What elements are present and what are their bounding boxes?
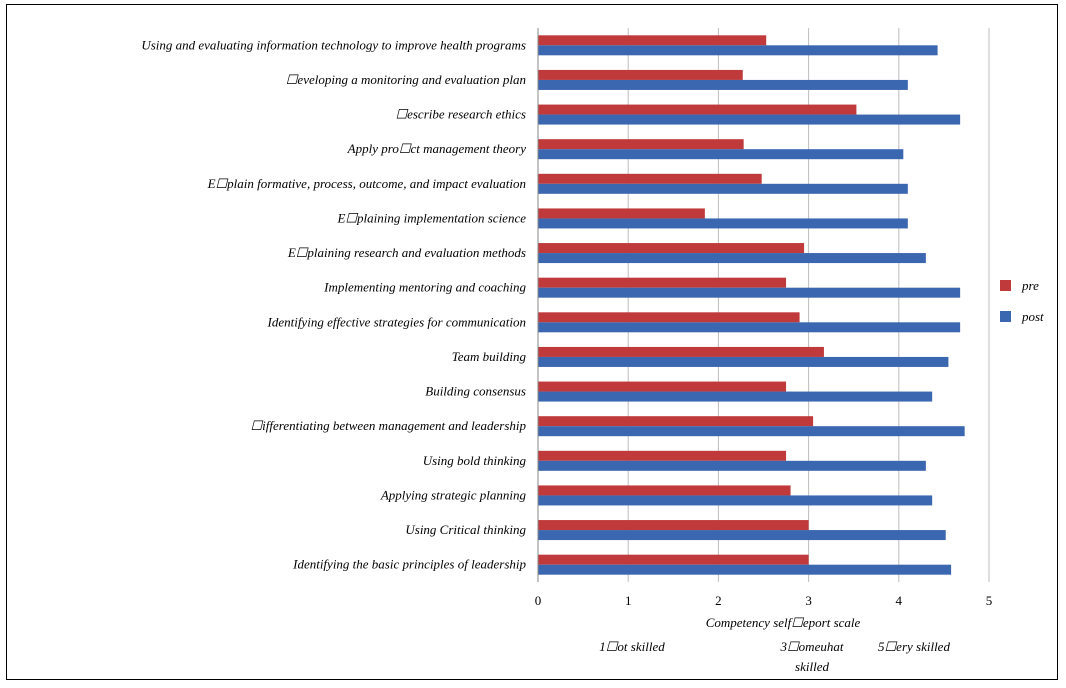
bar-post: [538, 253, 926, 264]
legend-label-pre: pre: [1021, 278, 1039, 293]
category-label: ☐ifferentiating between management and l…: [251, 418, 527, 433]
bar-pre: [538, 277, 787, 288]
bar-pre: [538, 381, 787, 392]
bar-post: [538, 460, 926, 471]
bar-post: [538, 356, 949, 367]
x-tick-label: 4: [896, 593, 903, 608]
category-label: Building consensus: [425, 384, 526, 399]
bar-post: [538, 287, 961, 298]
category-label: Identifying effective strategies for com…: [267, 314, 527, 329]
bar-pre: [538, 69, 743, 80]
scale-note-3b: skilled: [795, 659, 829, 674]
x-tick-label: 0: [535, 593, 542, 608]
x-tick-label: 3: [805, 593, 812, 608]
x-tick-label: 2: [715, 593, 722, 608]
bar-post: [538, 322, 961, 333]
bar-post: [538, 218, 908, 229]
bar-pre: [538, 416, 814, 427]
x-axis-title: Competency self☐eport scale: [706, 615, 861, 630]
bar-post: [538, 114, 961, 125]
category-label: Apply pro☐ct management theory: [347, 141, 527, 156]
bar-pre: [538, 312, 800, 323]
bars: [538, 35, 965, 575]
category-label: E☐plaining research and evaluation metho…: [287, 245, 526, 260]
category-label: ☐eveloping a monitoring and evaluation p…: [286, 72, 526, 87]
category-label: Team building: [452, 349, 527, 364]
bar-post: [538, 495, 933, 506]
legend-label-post: post: [1021, 309, 1044, 324]
bar-post: [538, 45, 938, 56]
category-label: Using Critical thinking: [405, 522, 526, 537]
bar-pre: [538, 208, 705, 219]
category-label: Using and evaluating information technol…: [141, 37, 526, 52]
category-label: Using bold thinking: [423, 453, 527, 468]
scale-note-3: 3☐omeuhat: [780, 639, 844, 654]
category-labels: Using and evaluating information technol…: [141, 37, 526, 571]
legend: pre post: [1000, 278, 1044, 324]
legend-swatch-pre: [1000, 280, 1011, 291]
scale-note-5: 5☐ery skilled: [878, 639, 950, 654]
bar-post: [538, 149, 904, 160]
bar-pre: [538, 104, 857, 115]
bar-pre: [538, 450, 787, 461]
bar-post: [538, 391, 933, 402]
category-label: Applying strategic planning: [380, 487, 527, 502]
bar-pre: [538, 173, 762, 184]
bar-post: [538, 530, 946, 541]
bar-pre: [538, 554, 809, 565]
bar-post: [538, 426, 965, 437]
category-label: Identifying the basic principles of lead…: [292, 557, 526, 572]
bar-post: [538, 79, 908, 90]
bar-pre: [538, 346, 824, 357]
bar-pre: [538, 35, 767, 46]
x-tick-label: 1: [625, 593, 632, 608]
category-label: E☐plain formative, process, outcome, and…: [207, 176, 526, 191]
x-tick-label: 5: [986, 593, 993, 608]
bar-pre: [538, 243, 805, 254]
bar-pre: [538, 520, 809, 531]
bar-pre: [538, 485, 791, 496]
category-label: E☐plaining implementation science: [336, 210, 526, 225]
legend-swatch-post: [1000, 311, 1011, 322]
x-tick-labels: 0 1 2 3 4 5: [535, 593, 993, 608]
bar-post: [538, 564, 952, 575]
category-label: ☐escribe research ethics: [395, 107, 526, 122]
bar-pre: [538, 139, 744, 150]
category-label: Implementing mentoring and coaching: [323, 280, 526, 295]
scale-note-1: 1☐ot skilled: [599, 639, 665, 654]
bar-post: [538, 183, 908, 194]
